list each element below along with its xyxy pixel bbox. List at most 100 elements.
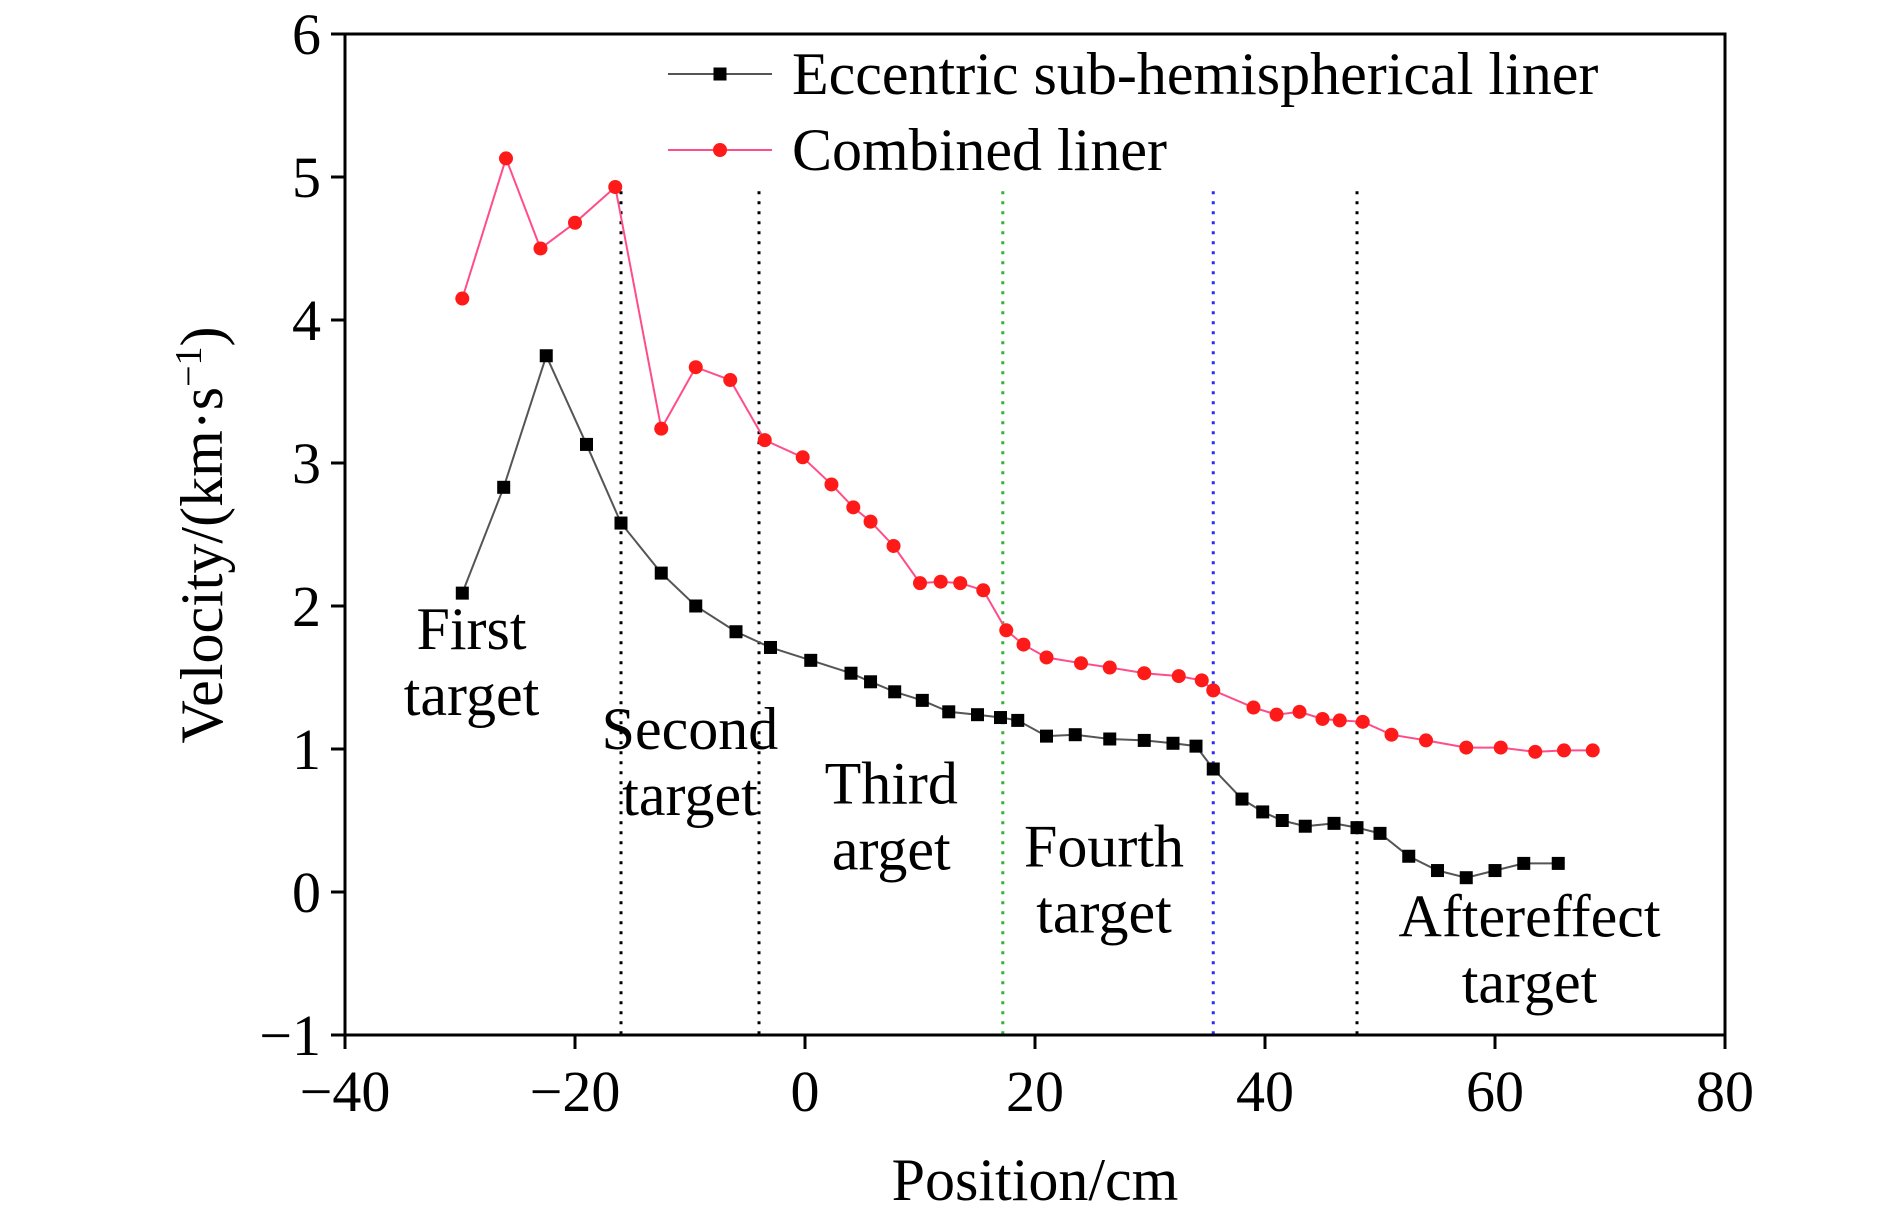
data-point-circle <box>824 477 839 492</box>
data-point-circle <box>1384 727 1399 742</box>
data-point-square <box>994 711 1007 725</box>
series-line-1 <box>461 155 1593 753</box>
data-point-square <box>1011 713 1025 727</box>
data-point-circle <box>1016 637 1031 652</box>
y-tick-label: 0 <box>292 860 321 925</box>
data-point-circle <box>1315 711 1330 726</box>
data-point-square <box>1256 805 1270 819</box>
x-tick-label: 80 <box>1696 1059 1754 1124</box>
data-point-circle <box>1074 656 1088 671</box>
x-tick-label: 40 <box>1236 1059 1294 1124</box>
data-point-square <box>580 437 593 451</box>
data-point-circle <box>1269 707 1284 722</box>
data-point-square <box>1275 814 1289 827</box>
data-point-square <box>455 586 469 600</box>
region-annotation: Aftereffect <box>1398 883 1660 949</box>
data-point-circle <box>1332 713 1347 728</box>
y-tick-label: −1 <box>259 1003 321 1068</box>
data-point-square <box>915 693 929 707</box>
data-point-circle <box>1194 673 1209 688</box>
legend-label: Combined liner <box>792 117 1167 183</box>
data-point-square <box>1206 762 1220 776</box>
data-point-square <box>804 653 818 667</box>
y-tick-label: 3 <box>292 431 321 496</box>
data-point-square <box>1551 856 1565 870</box>
data-point-square <box>1373 826 1387 840</box>
region-annotation: Second <box>602 696 779 762</box>
region-annotation: target <box>622 762 758 828</box>
data-point-circle <box>1557 743 1571 758</box>
data-point-square <box>1327 816 1341 830</box>
data-point-square <box>614 516 628 530</box>
x-tick-label: 0 <box>791 1059 820 1124</box>
data-point-circle <box>863 514 878 529</box>
data-point-square <box>1431 864 1444 878</box>
data-point-square <box>1350 821 1364 835</box>
data-point-square <box>1137 733 1151 747</box>
x-axis-title: Position/cm <box>892 1147 1179 1213</box>
reference-lines <box>619 191 1359 1035</box>
data-point-circle <box>1206 683 1221 698</box>
y-tick-label: 6 <box>292 2 321 67</box>
data-point-square <box>1068 728 1082 742</box>
data-point-circle <box>1137 666 1152 681</box>
data-point-circle <box>1459 740 1474 755</box>
data-point-circle <box>1528 744 1543 759</box>
data-point-square <box>1459 871 1473 885</box>
series-group <box>455 151 1600 885</box>
data-point-circle <box>1039 650 1054 665</box>
region-annotation: arget <box>832 816 951 882</box>
data-point-circle <box>1493 740 1508 755</box>
data-point-circle <box>795 450 810 465</box>
data-point-circle <box>1292 704 1307 719</box>
data-point-circle <box>568 215 582 230</box>
data-point-circle <box>533 241 548 256</box>
data-point-square <box>497 480 511 494</box>
data-point-circle <box>723 373 738 388</box>
data-point-square <box>1298 819 1312 833</box>
data-point-circle <box>608 180 623 195</box>
data-point-square <box>729 625 743 639</box>
data-point-square <box>1235 792 1249 806</box>
data-point-square <box>888 685 902 699</box>
data-point-square <box>1103 732 1117 746</box>
data-point-circle <box>913 576 927 591</box>
legend-marker-circle <box>713 143 727 157</box>
region-annotation: Third <box>825 750 958 816</box>
data-point-circle <box>1102 660 1117 675</box>
y-tick-label: 1 <box>292 717 321 782</box>
data-point-square <box>654 566 668 580</box>
data-point-circle <box>886 538 901 553</box>
legend-label: Eccentric sub-hemispherical liner <box>792 41 1598 107</box>
region-annotation: target <box>1036 879 1172 945</box>
data-point-circle <box>846 500 861 515</box>
data-point-circle <box>999 623 1014 638</box>
y-tick-label: 5 <box>292 145 321 210</box>
y-axis-title-main: Velocity/(km·s <box>169 387 235 744</box>
data-point-square <box>971 708 984 722</box>
y-tick-label: 2 <box>292 574 321 639</box>
data-point-circle <box>976 583 991 598</box>
x-tick-label: −20 <box>530 1059 621 1124</box>
y-tick-label: 4 <box>292 288 321 353</box>
data-point-square <box>689 599 703 613</box>
data-point-circle <box>455 291 470 306</box>
data-point-square <box>844 666 858 680</box>
data-point-square <box>1166 736 1180 750</box>
data-point-circle <box>933 574 948 589</box>
data-point-circle <box>654 421 669 436</box>
data-point-circle <box>1171 669 1186 684</box>
x-tick-label: 60 <box>1466 1059 1524 1124</box>
x-tick-label: −40 <box>300 1059 391 1124</box>
data-point-circle <box>688 360 703 375</box>
data-point-circle <box>1355 714 1370 729</box>
data-point-circle <box>1585 743 1600 758</box>
data-point-square <box>764 640 777 654</box>
data-point-circle <box>1419 733 1433 748</box>
data-point-square <box>1488 864 1502 878</box>
legend-marker-square <box>713 67 727 81</box>
x-tick-label: 20 <box>1006 1059 1064 1124</box>
region-annotation: target <box>1462 949 1598 1015</box>
